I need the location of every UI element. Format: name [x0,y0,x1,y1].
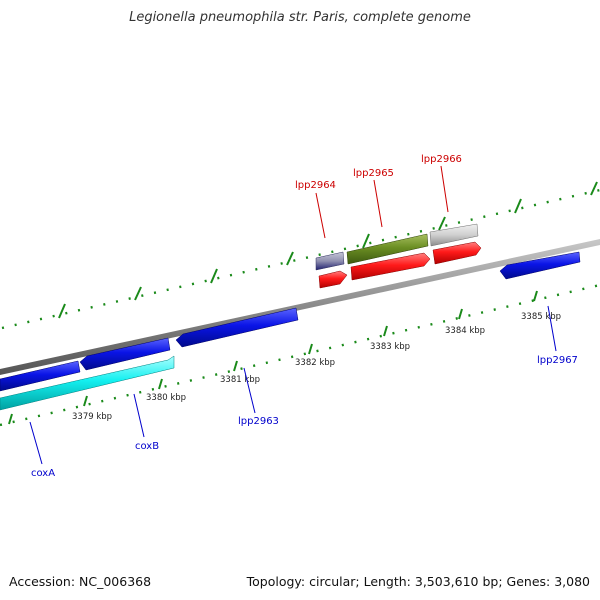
lower-major-tick [383,325,388,337]
gene-labels: lpp2964 lpp2965 lpp2966 lpp2963 lpp2967 … [31,154,578,479]
upper-major-tick [590,181,598,196]
scale-label-3379: 3379 kbp [72,412,112,422]
gene-lpp2963[interactable] [175,307,299,348]
leader-coxA [29,421,43,465]
scale-label-3385: 3385 kbp [521,312,561,322]
gene-coxA[interactable] [0,355,175,411]
gene-blue-2[interactable] [79,337,171,371]
upper-major-tick [362,233,370,249]
gene-lpp2964[interactable] [315,251,345,271]
gene-coxB[interactable] [0,360,81,392]
upper-major-tick [514,198,522,214]
scale-label-3382: 3382 kbp [295,358,335,368]
gene-lpp2965[interactable] [346,233,429,265]
scale-label-3381: 3381 kbp [220,375,260,385]
forward-strand-genes [315,223,482,289]
label-leader-lines [29,165,557,465]
genome-backbone [0,239,600,375]
lower-major-tick [308,343,313,355]
leader-lpp2964 [315,192,326,239]
lower-tick-row [0,283,600,427]
upper-major-tick [286,251,294,266]
accession-label: Accession: NC_006368 [9,574,152,589]
label-lpp2965: lpp2965 [353,168,394,179]
label-coxB: coxB [135,441,159,452]
genome-summary-label: Topology: circular; Length: 3,503,610 bp… [246,574,590,589]
leader-lpp2963 [243,367,256,414]
genome-title: Legionella pneumophila str. Paris, compl… [129,10,471,25]
lower-major-tick [83,395,88,407]
leader-lpp2966 [440,165,449,213]
lower-major-tick [233,360,238,372]
scale-labels: 3379 kbp 3380 kbp 3381 kbp 3382 kbp 3383… [72,312,561,422]
upper-major-tick [134,286,142,301]
gene-red-3[interactable] [432,241,482,265]
label-lpp2967: lpp2967 [537,355,578,366]
label-lpp2966: lpp2966 [421,154,462,165]
gene-lpp2967[interactable] [499,251,581,280]
upper-major-tick [210,268,218,284]
leader-lpp2965 [373,179,383,228]
leader-coxB [133,393,145,438]
lower-major-tick [8,413,13,425]
gene-red-1[interactable] [318,270,348,289]
reverse-strand-genes [0,251,581,411]
leader-lpp2967 [547,305,557,352]
upper-major-tick [438,216,446,231]
label-coxA: coxA [31,468,55,479]
scale-label-3384: 3384 kbp [445,326,485,336]
lower-major-tick [158,378,163,390]
scale-label-3383: 3383 kbp [370,342,410,352]
lower-major-tick [533,290,538,302]
gene-lpp2966[interactable] [429,223,479,247]
upper-tick-row [1,181,600,330]
label-lpp2963: lpp2963 [238,416,279,427]
lower-major-tick [458,308,463,320]
label-lpp2964: lpp2964 [295,180,336,191]
upper-major-tick [58,303,66,319]
scale-label-3380: 3380 kbp [146,393,186,403]
gene-red-2[interactable] [350,252,431,281]
